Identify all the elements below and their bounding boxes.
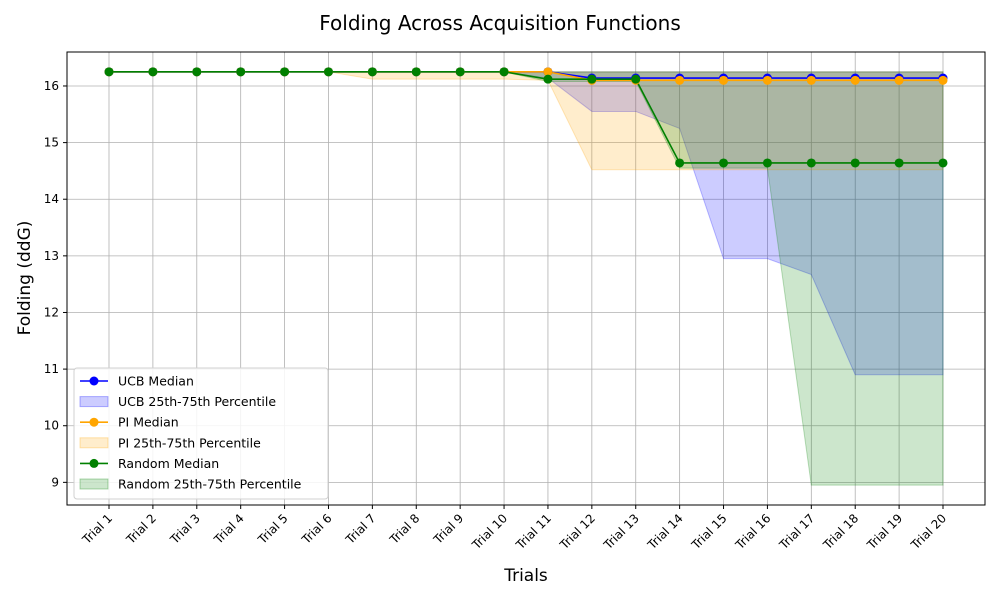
point-random xyxy=(367,67,377,77)
legend-label: Random Median xyxy=(118,456,219,471)
point-random xyxy=(894,158,904,168)
legend-label: Random 25th-75th Percentile xyxy=(118,477,302,492)
legend-patch-random xyxy=(79,478,109,490)
point-random xyxy=(719,158,729,168)
grid xyxy=(67,52,985,505)
point-random xyxy=(543,74,553,84)
point-random xyxy=(411,67,421,77)
point-random xyxy=(280,67,290,77)
point-random xyxy=(806,158,816,168)
y-tick-label: 16 xyxy=(44,79,59,93)
point-random xyxy=(675,158,685,168)
point-random xyxy=(236,67,246,77)
y-tick-label: 15 xyxy=(44,136,59,150)
y-tick-label: 13 xyxy=(44,249,59,263)
point-random xyxy=(455,67,465,77)
point-random xyxy=(192,67,202,77)
point-random xyxy=(631,74,641,84)
point-pi xyxy=(543,67,553,77)
point-random xyxy=(148,67,158,77)
y-axis: 9 10 11 12 13 14 15 16 xyxy=(44,79,67,489)
plot-frame xyxy=(66,51,986,506)
y-tick-label: 11 xyxy=(44,362,59,376)
point-pi xyxy=(894,75,904,85)
y-tick-label: 12 xyxy=(44,305,59,319)
y-tick-label: 14 xyxy=(44,192,59,206)
legend-patch-ucb xyxy=(79,396,109,408)
point-random xyxy=(499,67,509,77)
median-lines xyxy=(109,71,943,164)
median-markers xyxy=(104,67,948,168)
chart-title: Folding Across Acquisition Functions xyxy=(319,11,681,35)
legend-label: UCB Median xyxy=(118,374,194,389)
point-random xyxy=(762,158,772,168)
legend-patch-pi xyxy=(79,437,109,449)
legend-marker-pi xyxy=(89,417,99,427)
legend-marker-random xyxy=(89,458,99,468)
legend: UCB Median UCB 25th-75th Percentile PI Med… xyxy=(73,367,329,500)
y-tick-label: 10 xyxy=(44,419,59,433)
point-pi xyxy=(938,75,948,85)
point-random xyxy=(938,158,948,168)
point-pi xyxy=(806,75,816,85)
x-axis-title: Trials xyxy=(503,566,548,586)
point-random xyxy=(587,74,597,84)
legend-label: PI 25th-75th Percentile xyxy=(118,435,261,450)
legend-marker-ucb xyxy=(89,376,99,386)
y-tick-label: 9 xyxy=(51,475,59,489)
point-pi xyxy=(719,75,729,85)
legend-label: UCB 25th-75th Percentile xyxy=(118,394,276,409)
point-pi xyxy=(675,75,685,85)
point-random xyxy=(323,67,333,77)
y-axis-title: Folding (ddG) xyxy=(15,221,35,336)
legend-box xyxy=(73,367,329,500)
point-random xyxy=(104,67,114,77)
legend-label: PI Median xyxy=(118,415,179,430)
point-pi xyxy=(850,75,860,85)
point-pi xyxy=(762,75,772,85)
line-random xyxy=(109,71,943,164)
point-random xyxy=(850,158,860,168)
